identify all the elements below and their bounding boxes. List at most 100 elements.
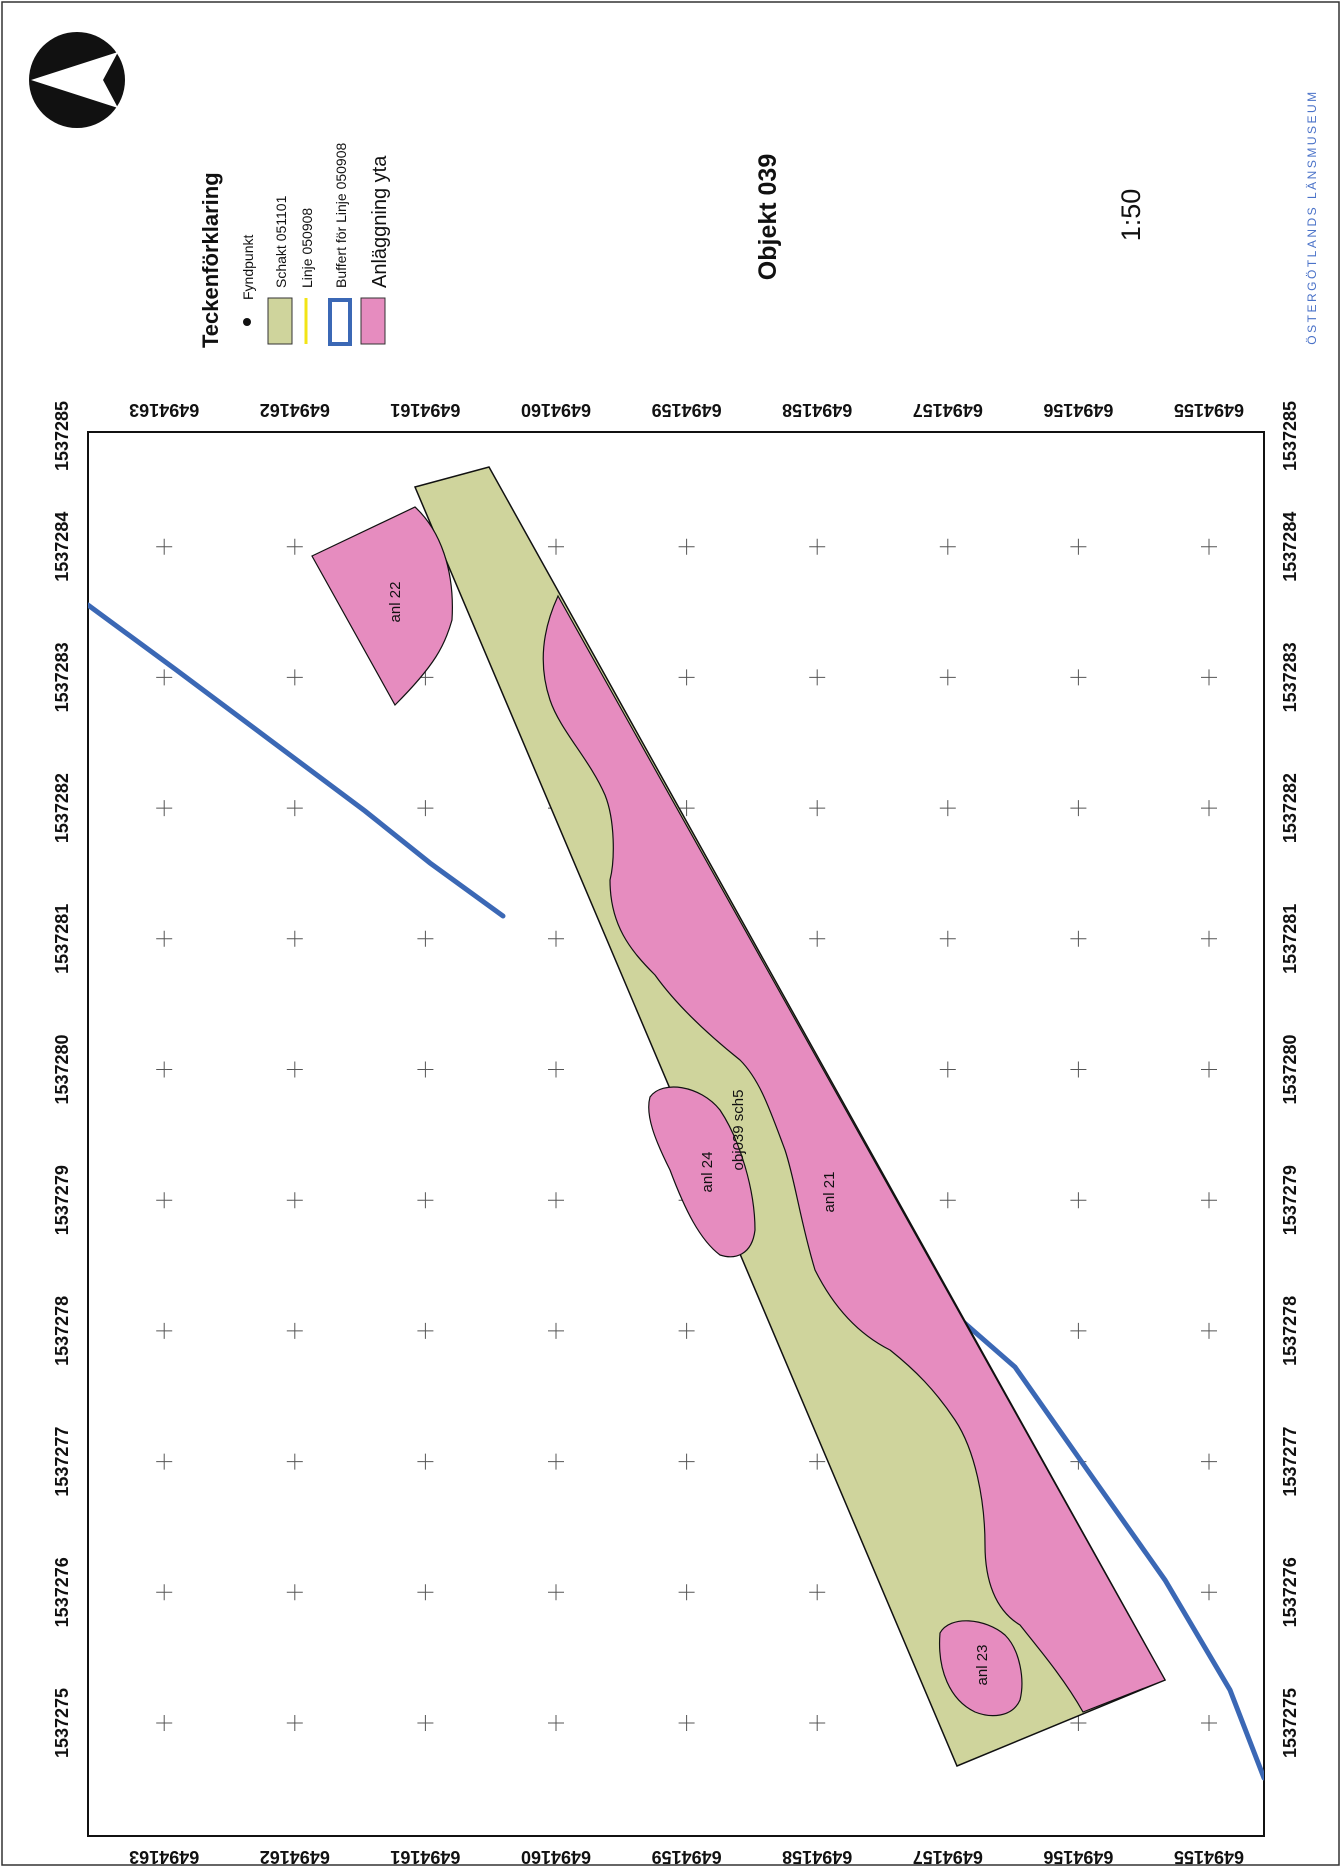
x-tick-label: 1537277 [52, 1427, 72, 1497]
grid-cross [286, 538, 303, 555]
label-anl-23: anl 23 [974, 1645, 991, 1686]
grid-cross [1070, 800, 1087, 817]
x-tick-label: 1537282 [52, 773, 72, 843]
grid-cross [809, 930, 826, 947]
legend-item-buffert: Buffert för Linje 050908 [333, 142, 349, 288]
grid-cross [286, 1322, 303, 1339]
x-tick-label: 1537280 [1280, 1034, 1300, 1104]
map-scale: 1:50 [1116, 189, 1146, 242]
grid-cross [1070, 1061, 1087, 1078]
y-tick-label: 6494156 [1043, 400, 1113, 420]
x-tick-labels-left: 1537275 1537276 1537277 1537278 1537279 15372… [52, 401, 72, 1758]
grid-cross [809, 1453, 826, 1470]
grid-cross [809, 669, 826, 686]
grid-cross [417, 930, 434, 947]
y-tick-label: 6494161 [390, 400, 460, 420]
grid-cross [548, 1453, 564, 1470]
y-tick-labels-bottom: 6494155 6494156 6494157 6494158 6494159 64941… [129, 1847, 1244, 1867]
grid-cross [1070, 930, 1087, 947]
buffert-symbol [328, 298, 352, 346]
grid-cross [1201, 1453, 1217, 1470]
grid-cross [678, 800, 695, 817]
grid-cross [1201, 1715, 1217, 1731]
grid-cross [286, 1061, 303, 1078]
x-tick-label: 1537283 [52, 642, 72, 712]
y-tick-label: 6494155 [1174, 400, 1244, 420]
grid-cross [678, 1715, 695, 1731]
grid-cross [939, 800, 956, 817]
map-frame: anl 22 anl 21 anl 24 obj039 sch5 anl 23 [87, 431, 1265, 1837]
y-tick-label: 6494161 [390, 1847, 460, 1867]
grid-crosses [156, 538, 1217, 1731]
x-tick-label: 1537285 [52, 401, 72, 471]
grid-cross [417, 1322, 434, 1339]
grid-cross [156, 669, 173, 686]
x-tick-label: 1537278 [52, 1296, 72, 1366]
grid-cross [548, 1715, 564, 1731]
grid-cross [548, 538, 564, 555]
label-anl-24: anl 24 [699, 1152, 716, 1193]
x-tick-label: 1537276 [1280, 1557, 1300, 1627]
grid-cross [678, 1453, 695, 1470]
grid-cross [156, 1061, 173, 1078]
x-tick-label: 1537275 [52, 1688, 72, 1758]
anlaggning-21 [542, 594, 1166, 1713]
y-tick-label: 6494159 [652, 1847, 722, 1867]
grid-cross [1070, 1192, 1087, 1209]
grid-cross [939, 1061, 956, 1078]
buffert-line-lower [942, 1303, 1264, 1781]
legend-item-schakt: Schakt 051101 [273, 195, 289, 288]
y-tick-labels-top: 6494155 6494156 6494157 6494158 6494159 64941… [129, 400, 1244, 420]
grid-cross [678, 669, 695, 686]
north-arrow-icon [29, 32, 125, 128]
x-tick-label: 1537275 [1280, 1688, 1300, 1758]
grid-cross [809, 1715, 826, 1731]
grid-cross [286, 930, 303, 947]
grid-cross [548, 930, 564, 947]
legend-item-linje: Linje 050908 [299, 208, 315, 288]
x-tick-label: 1537278 [1280, 1296, 1300, 1366]
grid-cross [417, 1715, 434, 1731]
grid-cross [286, 800, 303, 817]
map-title: Objekt 039 [754, 154, 782, 280]
y-tick-label: 6494155 [1174, 1847, 1244, 1867]
grid-cross [548, 1061, 564, 1078]
anlaggning-symbol [360, 297, 386, 345]
grid-cross [548, 1192, 564, 1209]
x-tick-label: 1537284 [52, 512, 72, 582]
grid-cross [156, 1192, 173, 1209]
y-tick-label: 6494159 [652, 400, 722, 420]
grid-cross [548, 1322, 564, 1339]
x-tick-label: 1537276 [52, 1557, 72, 1627]
x-tick-label: 1537282 [1280, 773, 1300, 843]
grid-cross [809, 538, 826, 555]
x-tick-label: 1537279 [52, 1165, 72, 1235]
x-tick-label: 1537281 [1280, 904, 1300, 974]
y-tick-label: 6494160 [521, 1847, 591, 1867]
grid-cross [678, 1584, 695, 1601]
anlaggning-24 [648, 1086, 756, 1258]
y-tick-label: 6494158 [782, 1847, 852, 1867]
grid-cross [417, 1192, 434, 1209]
y-tick-label: 6494156 [1043, 1847, 1113, 1867]
grid-cross [1201, 669, 1217, 686]
grid-cross [548, 1584, 564, 1601]
grid-cross [1201, 1061, 1217, 1078]
grid-cross [286, 1192, 303, 1209]
y-tick-label: 6494157 [913, 400, 983, 420]
grid-cross [286, 1715, 303, 1731]
grid-cross [156, 930, 173, 947]
grid-cross [286, 1453, 303, 1470]
x-tick-label: 1537280 [52, 1034, 72, 1104]
grid-cross [678, 538, 695, 555]
grid-cross [809, 1584, 826, 1601]
organisation-name: ÖSTERGÖTLANDS LÄNSMUSEUM [1305, 89, 1319, 344]
label-anl-21: anl 21 [821, 1172, 838, 1213]
x-tick-label: 1537283 [1280, 642, 1300, 712]
legend: Teckenförklaring Fyndpunkt Schakt 051101… [198, 142, 391, 348]
grid-cross [156, 1715, 173, 1731]
grid-cross [156, 538, 173, 555]
x-tick-labels-right: 1537275 1537276 1537277 1537278 1537279 15372… [1280, 401, 1300, 1758]
grid-cross [286, 669, 303, 686]
